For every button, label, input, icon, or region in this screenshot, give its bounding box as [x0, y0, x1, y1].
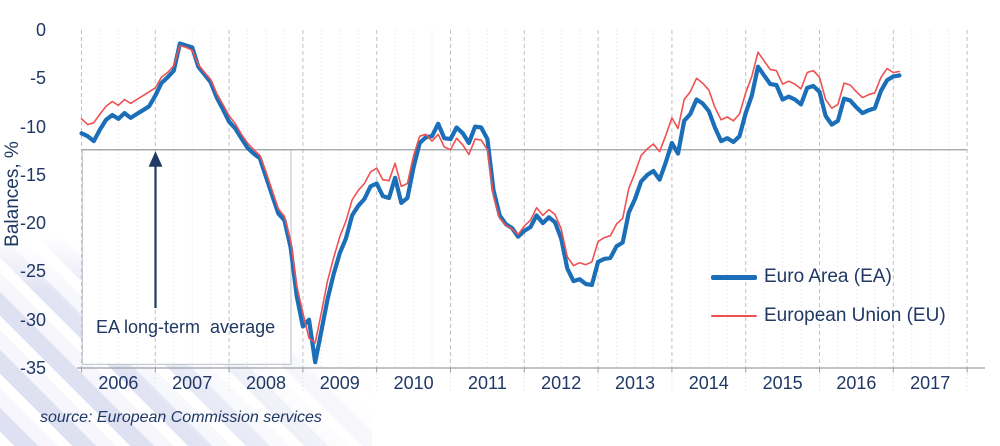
legend-item-european-union: European Union (EU) [711, 303, 946, 329]
x-tick-label: 2014 [688, 373, 729, 393]
x-tick-label: 2015 [762, 373, 803, 393]
legend-line-sample-eu [711, 315, 757, 317]
legend: Euro Area (EA) European Union (EU) [711, 264, 946, 342]
x-tick-label: 2016 [836, 373, 877, 393]
y-tick-label: -15 [19, 164, 46, 185]
series-line-eu [80, 44, 901, 344]
reference-line-annotation: EA long-term average [96, 317, 276, 337]
x-tick-label: 2006 [98, 373, 139, 393]
x-tick-label: 2012 [541, 373, 582, 393]
y-tick-label: 0 [35, 20, 46, 40]
y-axis-title: Balances, % [2, 141, 23, 247]
y-tick-label: -10 [19, 116, 46, 137]
series-line-ea [79, 41, 902, 365]
y-tick-label: -35 [19, 358, 46, 378]
y-tick-label: -30 [19, 309, 46, 330]
y-tick-label: -5 [29, 68, 46, 89]
annotation-box [81, 149, 292, 365]
source-note: source: European Commission services [40, 409, 322, 426]
x-tick-label: 2010 [393, 373, 434, 393]
x-tick-label: 2011 [468, 373, 507, 393]
legend-item-euro-area: Euro Area (EA) [711, 264, 946, 290]
y-tick-label: -25 [19, 261, 46, 282]
annotation-arrow-head [148, 151, 163, 167]
legend-label-ea: Euro Area (EA) [764, 266, 892, 287]
x-tick-label: 2009 [319, 373, 360, 393]
y-tick-label: -20 [19, 213, 46, 234]
legend-line-sample-ea [711, 274, 757, 280]
x-tick-label: 2007 [172, 373, 213, 393]
x-tick-label: 2017 [910, 373, 951, 393]
x-tick-label: 2013 [614, 373, 656, 393]
x-tick-label: 2008 [245, 373, 287, 393]
legend-label-eu: European Union (EU) [764, 305, 946, 326]
